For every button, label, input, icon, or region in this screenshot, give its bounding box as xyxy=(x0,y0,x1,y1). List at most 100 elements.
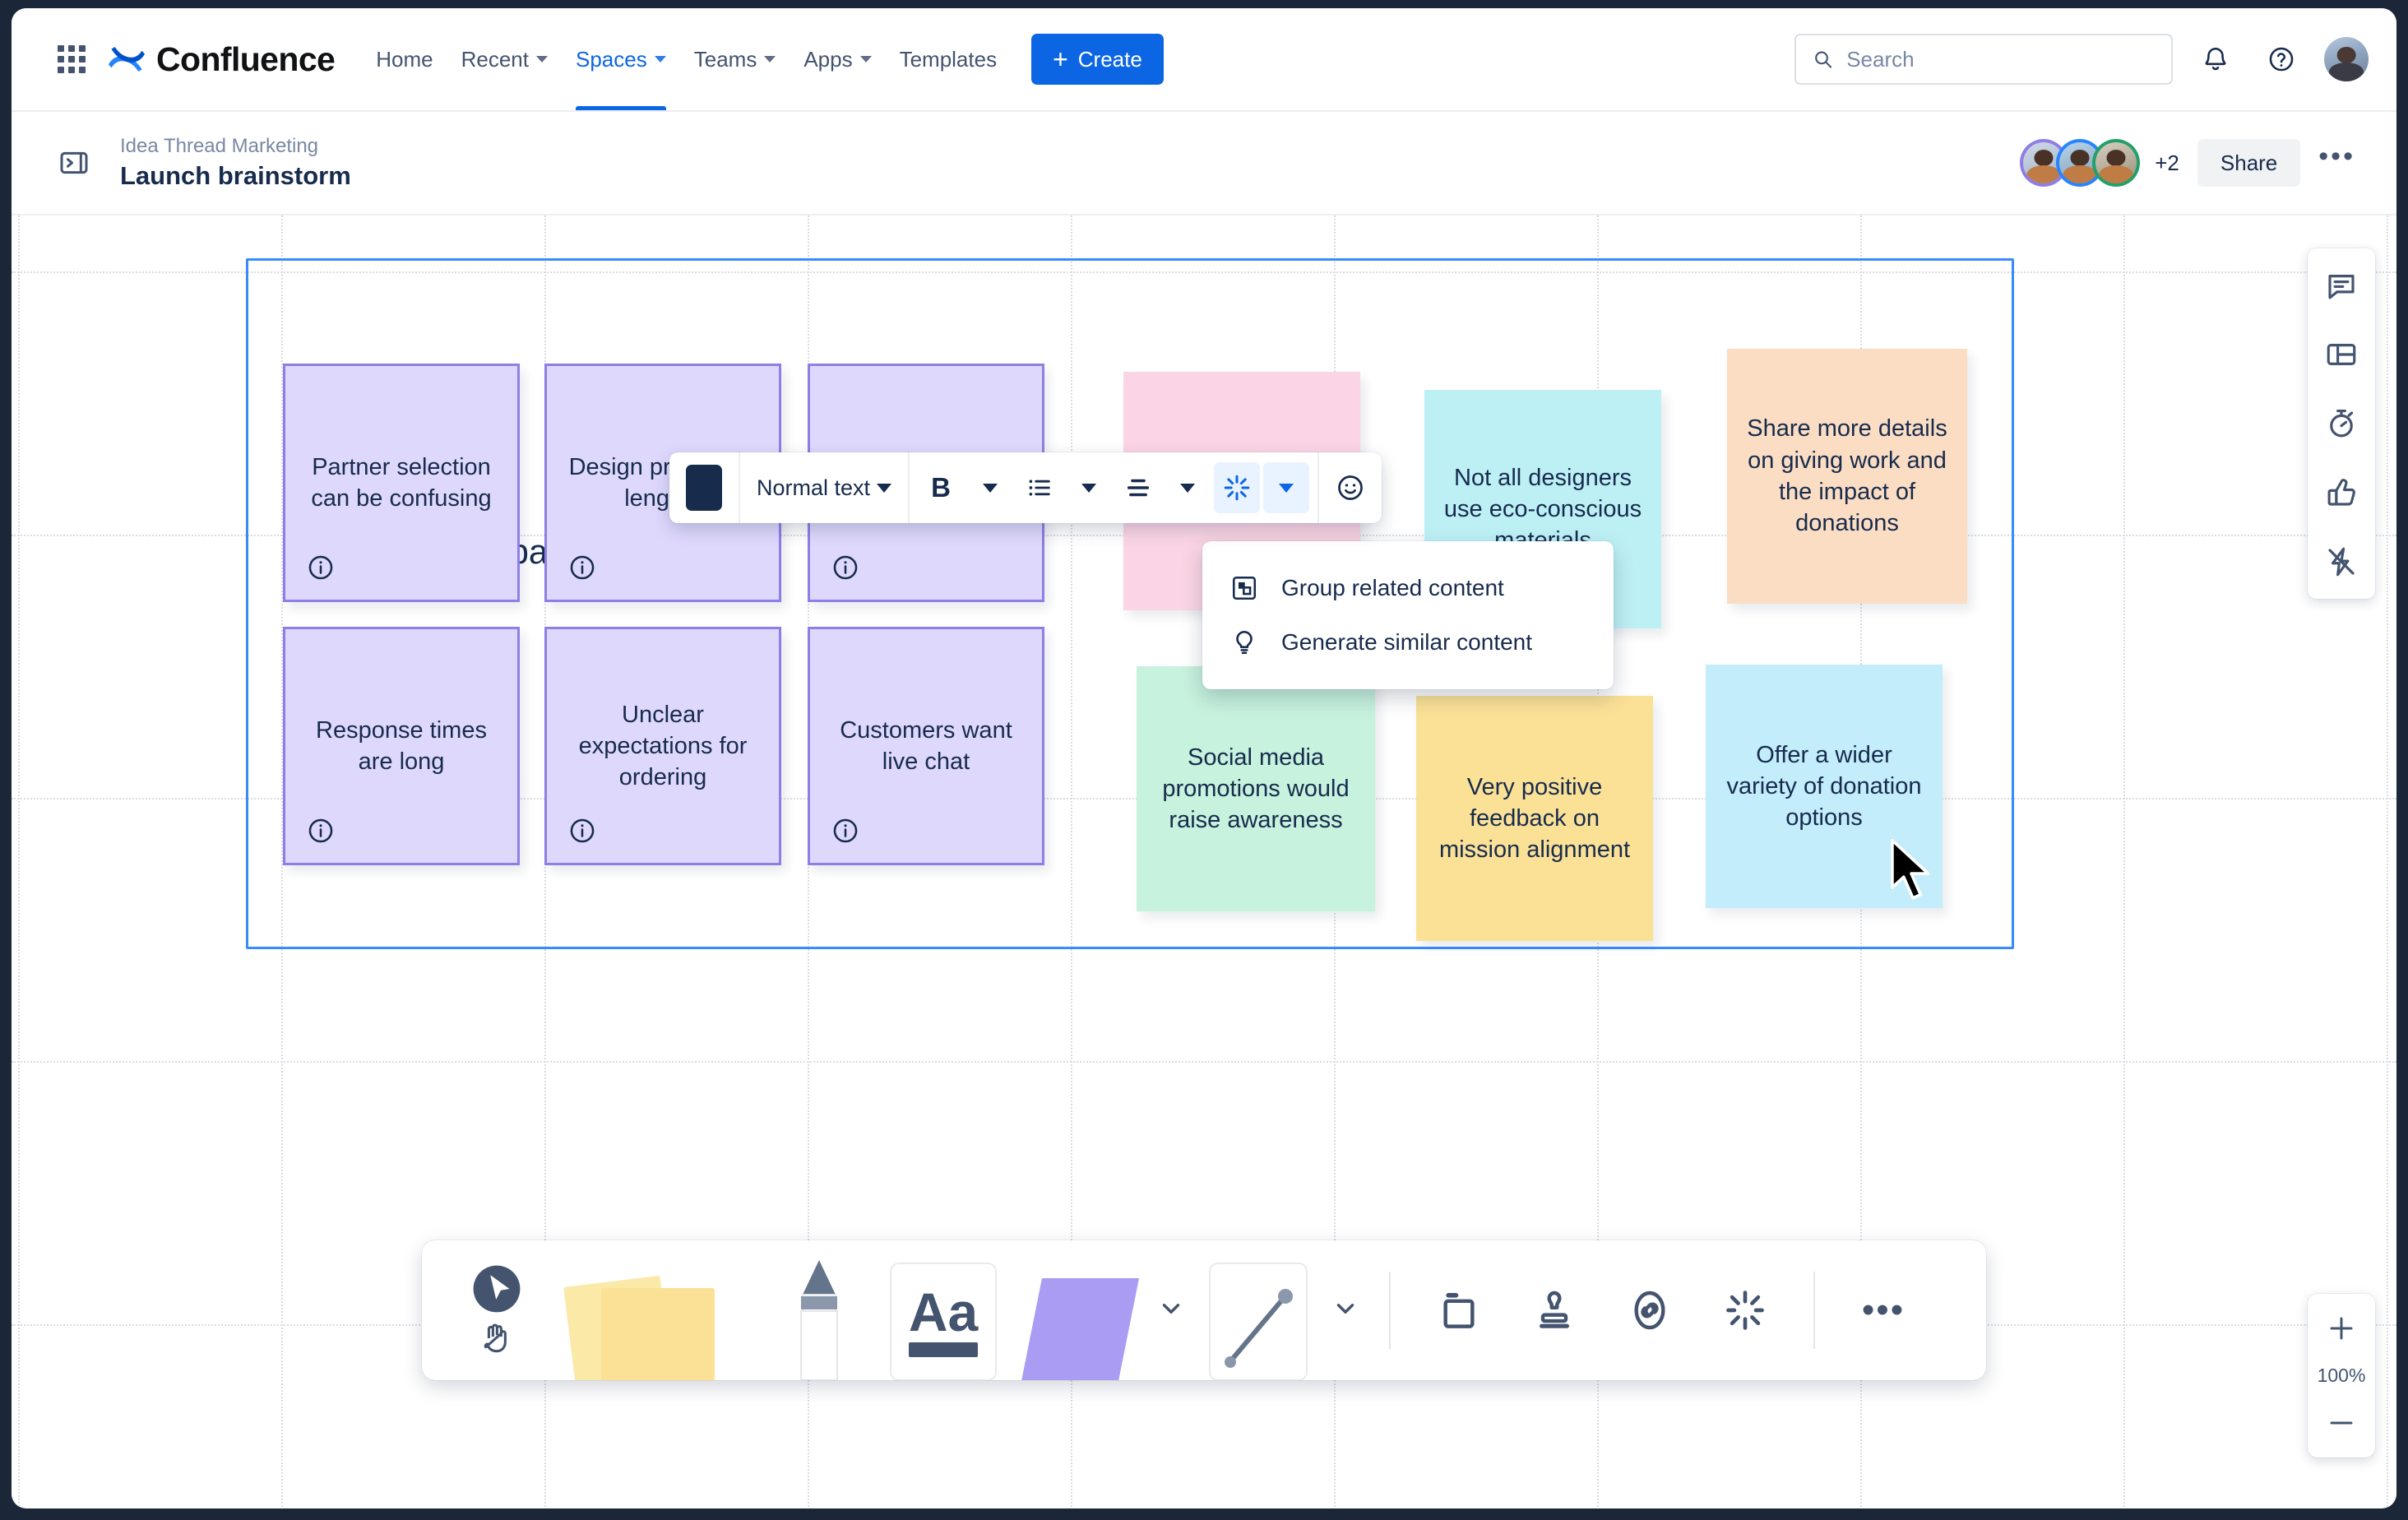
user-avatar[interactable] xyxy=(2324,37,2369,81)
bold-label: B xyxy=(931,472,951,503)
text-style-label: Normal text xyxy=(757,475,871,500)
info-icon[interactable] xyxy=(307,817,335,845)
info-icon[interactable] xyxy=(568,817,596,845)
ai-options-caret[interactable] xyxy=(1263,462,1310,513)
nav-item-home[interactable]: Home xyxy=(364,8,444,110)
create-button[interactable]: + Create xyxy=(1031,34,1164,85)
search-input[interactable] xyxy=(1846,46,2155,72)
atlassian-intelligence-icon xyxy=(1726,1291,1764,1330)
stamp-tool[interactable] xyxy=(1524,1280,1585,1341)
search-box[interactable] xyxy=(1794,34,2173,85)
sticky-note[interactable]: Share more details on giving work and th… xyxy=(1727,349,1967,604)
help-button[interactable] xyxy=(2258,36,2304,82)
list-options-caret[interactable] xyxy=(1066,462,1112,513)
breadcrumb: Idea Thread Marketing Launch brainstorm xyxy=(120,135,351,191)
zoom-level-label[interactable]: 100% xyxy=(2317,1365,2366,1386)
more-tools-label: ••• xyxy=(1861,1290,1906,1331)
zoom-in-button[interactable] xyxy=(2316,1305,2367,1351)
sticky-note[interactable]: Customers want live chat xyxy=(808,627,1044,865)
confluence-logo[interactable]: Confluence xyxy=(109,40,336,79)
sticky-note-text: Share more details on giving work and th… xyxy=(1747,415,1947,537)
rail-button-templates[interactable] xyxy=(2316,329,2367,380)
info-icon[interactable] xyxy=(568,554,596,582)
zoom-out-button[interactable] xyxy=(2316,1400,2367,1446)
ai-actions-menu[interactable]: Group related content Generate similar c… xyxy=(1202,541,1614,689)
nav-item-templates[interactable]: Templates xyxy=(888,8,1009,110)
align-options-caret[interactable] xyxy=(1165,462,1211,513)
nav-item-apps[interactable]: Apps xyxy=(792,8,882,110)
more-tools-button[interactable]: ••• xyxy=(1853,1280,1914,1341)
shape-options-caret[interactable] xyxy=(1151,1295,1192,1327)
ai-tool[interactable] xyxy=(1715,1280,1776,1341)
page-more-actions-button[interactable]: ••• xyxy=(2318,141,2355,173)
bold-button[interactable]: B xyxy=(918,462,964,513)
frame-tool[interactable] xyxy=(1429,1280,1489,1341)
whiteboard-canvas[interactable]: Customer feedback Partner selection can … xyxy=(12,215,2396,1507)
breadcrumb-space[interactable]: Idea Thread Marketing xyxy=(120,135,319,157)
layout-panel-icon xyxy=(2327,344,2356,365)
rail-button-timer[interactable] xyxy=(2316,398,2367,449)
avatar[interactable] xyxy=(2092,139,2141,187)
text-tool[interactable]: Aa xyxy=(878,1240,1009,1380)
pen-tool[interactable] xyxy=(766,1240,873,1380)
selection-frame[interactable] xyxy=(246,258,2014,949)
toolbar-divider xyxy=(739,452,740,523)
sticky-note[interactable]: Response times are long xyxy=(283,627,520,865)
info-icon[interactable] xyxy=(307,554,335,582)
chevron-down-icon xyxy=(1081,483,1097,493)
nav-item-teams[interactable]: Teams xyxy=(683,8,788,110)
sticky-note-tool[interactable] xyxy=(547,1240,761,1380)
hand-pan-icon xyxy=(484,1323,507,1353)
ai-menu-item-generate-similar-content[interactable]: Generate similar content xyxy=(1202,615,1614,670)
rail-button-focus-mode[interactable] xyxy=(2316,536,2367,587)
link-tool[interactable] xyxy=(1619,1280,1680,1341)
sticky-note[interactable]: Social media promotions would raise awar… xyxy=(1137,666,1375,911)
ai-button[interactable] xyxy=(1214,462,1261,513)
rail-button-voting[interactable] xyxy=(2316,467,2367,518)
line-options-caret[interactable] xyxy=(1325,1295,1366,1327)
zoom-control: 100% xyxy=(2308,1294,2375,1457)
text-format-toolbar[interactable]: Normal text B xyxy=(669,452,1382,523)
text-color-button[interactable] xyxy=(678,462,730,513)
shape-tool[interactable] xyxy=(1014,1240,1146,1380)
emoji-button[interactable] xyxy=(1327,462,1373,513)
share-button[interactable]: Share xyxy=(2197,139,2301,187)
bold-options-caret[interactable] xyxy=(967,462,1013,513)
plus-icon: + xyxy=(1053,44,1068,74)
color-swatch xyxy=(686,465,722,511)
sticky-note-text: Customers want live chat xyxy=(840,716,1012,775)
avatar[interactable] xyxy=(2020,139,2068,187)
sticky-note[interactable]: Partner selection can be confusing xyxy=(283,364,520,602)
toolbar-divider xyxy=(1389,1272,1391,1349)
toolbar-divider xyxy=(908,452,910,523)
align-button[interactable] xyxy=(1115,462,1161,513)
grid-line xyxy=(2123,215,2125,1507)
board-tools-rail xyxy=(2308,248,2375,599)
text-style-dropdown[interactable]: Normal text xyxy=(748,462,900,513)
nav-item-recent[interactable]: Recent xyxy=(450,8,559,110)
stamp-icon xyxy=(1540,1291,1569,1328)
bullet-list-icon xyxy=(1029,480,1050,496)
atlassian-intelligence-icon xyxy=(1224,475,1250,501)
collaborators-overflow-count[interactable]: +2 xyxy=(2155,150,2179,175)
expand-sidebar-icon[interactable] xyxy=(58,146,90,179)
nav-right-cluster xyxy=(1794,34,2369,85)
nav-item-spaces[interactable]: Spaces xyxy=(564,8,678,110)
rail-button-comments[interactable] xyxy=(2316,260,2367,311)
line-tool[interactable] xyxy=(1197,1240,1320,1380)
sticky-note[interactable]: Very positive feedback on mission alignm… xyxy=(1416,696,1653,941)
info-icon[interactable] xyxy=(831,554,859,582)
sticky-note-text: Response times are long xyxy=(316,716,487,775)
grid-line xyxy=(18,215,20,1507)
grid-line xyxy=(281,215,283,1507)
ai-menu-item-group-related-content[interactable]: Group related content xyxy=(1202,561,1614,615)
list-button[interactable] xyxy=(1016,462,1063,513)
select-tool[interactable] xyxy=(452,1263,542,1357)
sticky-note[interactable]: Unclear expectations for ordering xyxy=(544,627,781,865)
app-switcher-icon[interactable] xyxy=(58,45,86,73)
sticky-note-text: Unclear expectations for ordering xyxy=(578,701,748,791)
page-header: Idea Thread Marketing Launch brainstorm … xyxy=(12,112,2396,215)
notifications-button[interactable] xyxy=(2193,36,2239,82)
info-icon[interactable] xyxy=(831,817,859,845)
